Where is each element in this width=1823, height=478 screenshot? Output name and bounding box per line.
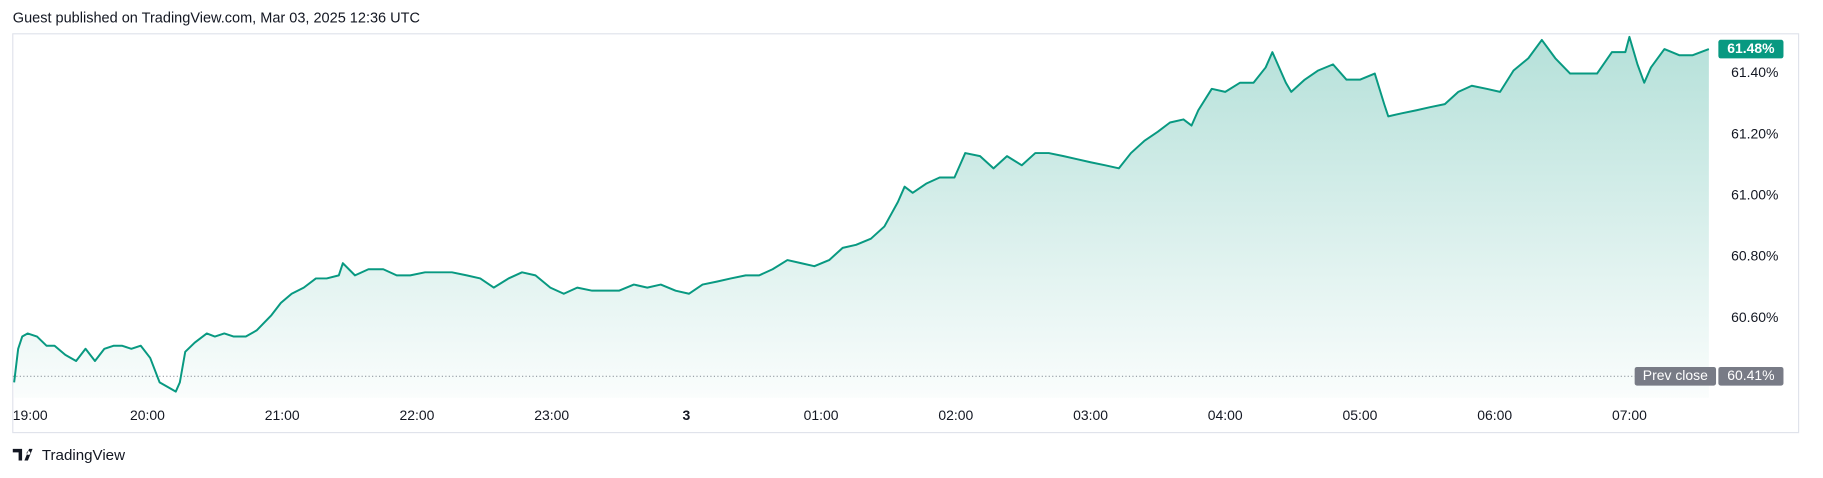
x-tick-label: 20:00 xyxy=(130,407,165,423)
x-tick-label: 23:00 xyxy=(534,407,569,423)
prev-close-name: Prev close xyxy=(1643,367,1708,383)
x-tick-label: 07:00 xyxy=(1612,407,1647,423)
x-tick-label: 04:00 xyxy=(1208,407,1243,423)
logo: TradingView xyxy=(12,447,125,464)
chart-frame xyxy=(12,33,1800,434)
y-tick-label: 61.20% xyxy=(1731,125,1778,141)
last-value-label: 61.48% xyxy=(1727,40,1775,56)
prev-close-name-badge xyxy=(1634,366,1717,386)
y-tick-label: 61.40% xyxy=(1731,64,1778,80)
area xyxy=(14,36,1709,398)
prev-close-label: 60.41% xyxy=(1727,367,1774,383)
header: Guest published on TradingView.com, Mar … xyxy=(13,11,420,27)
y-tick-label: 61.00% xyxy=(1731,187,1778,203)
x-tick-label: 05:00 xyxy=(1343,407,1378,423)
footer: TradingView xyxy=(42,447,125,464)
x-tick-label: 19:00 xyxy=(13,407,48,423)
logo-icon xyxy=(12,448,33,461)
x-tick-label: 21:00 xyxy=(265,407,300,423)
x-tick-label: 03:00 xyxy=(1073,407,1108,423)
prev-close-badge xyxy=(1718,366,1784,386)
x-tick-label: 01:00 xyxy=(804,407,839,423)
x-tick-label: 3 xyxy=(682,407,690,423)
y-tick-label: 60.60% xyxy=(1731,309,1778,325)
x-tick-label: 06:00 xyxy=(1477,407,1512,423)
y-tick-label: 60.80% xyxy=(1731,248,1778,264)
x-tick-label: 02:00 xyxy=(938,407,973,423)
line xyxy=(13,35,1710,393)
x-tick-label: 22:00 xyxy=(399,407,434,423)
last-value-badge xyxy=(1718,39,1784,59)
